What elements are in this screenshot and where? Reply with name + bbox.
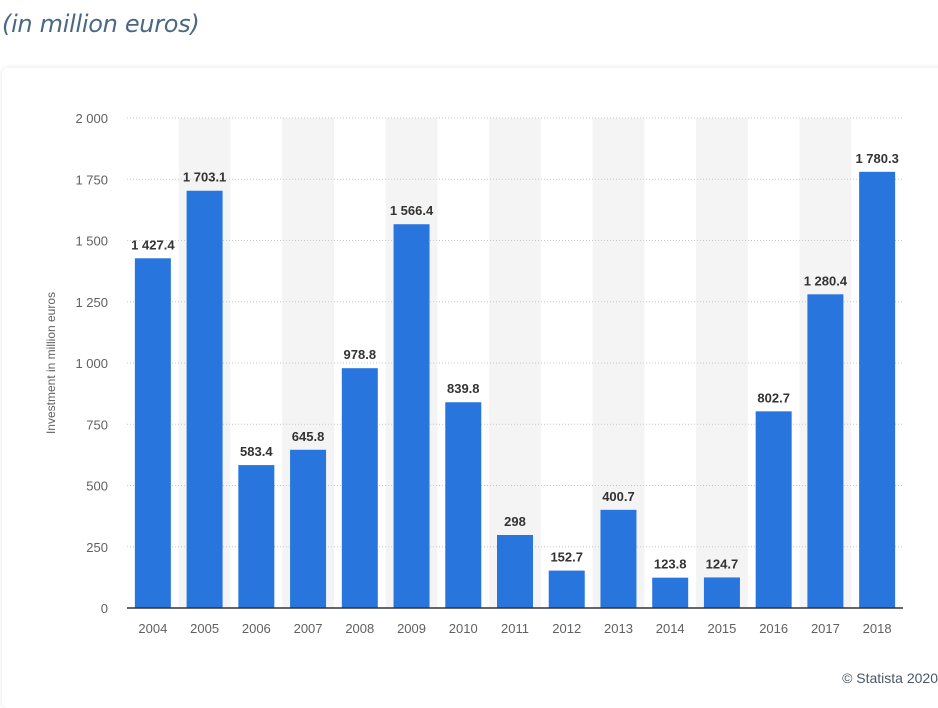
bar-value-label: 839.8 xyxy=(447,381,480,396)
bar[interactable] xyxy=(600,509,637,608)
bar[interactable] xyxy=(652,577,689,608)
x-tick-label: 2011 xyxy=(501,621,529,636)
bar[interactable] xyxy=(703,577,740,608)
x-tick-label: 2009 xyxy=(397,621,426,636)
bar-value-label: 1 703.1 xyxy=(183,170,226,185)
y-tick-label: 2 000 xyxy=(75,111,108,126)
bar-value-label: 583.4 xyxy=(240,444,273,459)
bar[interactable] xyxy=(134,258,171,608)
bar-value-label: 123.8 xyxy=(654,557,687,572)
x-tick-label: 2015 xyxy=(707,621,736,636)
bar-value-label: 802.7 xyxy=(757,390,790,405)
page-title: (in million euros) xyxy=(2,10,200,38)
y-axis-title: Investment in million euros xyxy=(44,292,58,434)
bar[interactable] xyxy=(807,294,844,608)
x-tick-label: 2007 xyxy=(294,621,323,636)
bar-value-label: 152.7 xyxy=(550,550,583,565)
y-tick-label: 250 xyxy=(86,540,108,555)
bar-value-label: 1 780.3 xyxy=(855,151,898,166)
y-tick-label: 1 000 xyxy=(75,356,108,371)
bar[interactable] xyxy=(186,190,223,609)
bar[interactable] xyxy=(393,224,430,608)
bar-value-label: 1 280.4 xyxy=(804,273,848,288)
x-tick-label: 2018 xyxy=(863,621,892,636)
x-tick-label: 2017 xyxy=(811,621,840,636)
bar[interactable] xyxy=(341,368,378,608)
x-tick-label: 2010 xyxy=(449,621,478,636)
y-tick-label: 1 250 xyxy=(75,295,108,310)
x-tick-label: 2006 xyxy=(242,621,271,636)
x-tick-label: 2012 xyxy=(552,621,581,636)
bar[interactable] xyxy=(859,171,896,608)
bar-value-label: 978.8 xyxy=(344,347,377,362)
bar-value-label: 298 xyxy=(504,514,526,529)
x-tick-label: 2004 xyxy=(138,621,167,636)
x-tick-label: 2013 xyxy=(604,621,633,636)
bar-value-label: 124.7 xyxy=(706,556,739,571)
y-tick-label: 500 xyxy=(86,479,108,494)
bar-value-label: 1 566.4 xyxy=(390,203,434,218)
bar[interactable] xyxy=(445,402,482,608)
bar[interactable] xyxy=(755,411,792,608)
x-tick-label: 2008 xyxy=(345,621,374,636)
x-tick-label: 2014 xyxy=(656,621,685,636)
bar[interactable] xyxy=(548,570,585,608)
x-tick-label: 2016 xyxy=(759,621,788,636)
bar[interactable] xyxy=(290,449,327,608)
bar[interactable] xyxy=(497,534,533,608)
y-tick-label: 1 750 xyxy=(75,172,108,187)
bar-value-label: 400.7 xyxy=(602,489,635,504)
bar[interactable] xyxy=(238,465,275,608)
source-credit[interactable]: © Statista 2020 xyxy=(842,670,938,686)
y-tick-label: 0 xyxy=(101,601,108,616)
bar-value-label: 1 427.4 xyxy=(131,237,175,252)
x-tick-label: 2005 xyxy=(190,621,219,636)
bar-value-label: 645.8 xyxy=(292,429,325,444)
y-tick-label: 1 500 xyxy=(75,234,108,249)
y-tick-label: 750 xyxy=(86,417,108,432)
